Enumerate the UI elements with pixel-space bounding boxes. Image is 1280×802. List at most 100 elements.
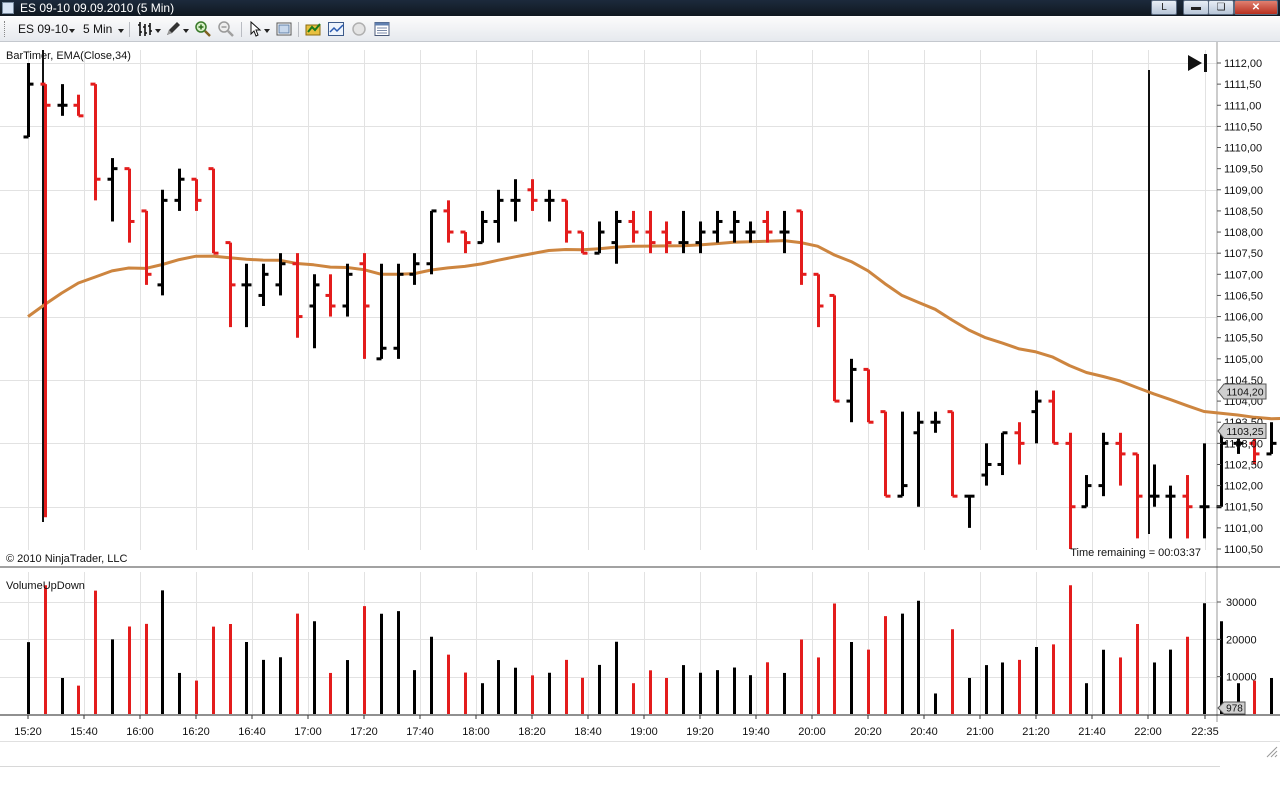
zoom-out-icon[interactable] (217, 20, 235, 38)
toolbar-grip[interactable] (4, 21, 8, 37)
time-tick-label: 19:00 (630, 726, 658, 738)
ohlc-bar (713, 211, 723, 243)
resize-grip-icon[interactable] (1266, 746, 1278, 758)
ohlc-bar (478, 211, 488, 243)
time-tick-label: 16:20 (182, 726, 210, 738)
ohlc-bar (696, 221, 706, 253)
ohlc-bar (461, 232, 471, 253)
ohlc-bar (965, 496, 975, 528)
price-grid (0, 50, 1217, 550)
volume-marker-value: 978 (1226, 704, 1243, 715)
ohlc-bar (192, 179, 202, 211)
ohlc-bar (1183, 475, 1193, 538)
ohlc-bar (1116, 433, 1126, 486)
ohlc-bar (746, 221, 756, 242)
pointer-icon[interactable] (247, 20, 265, 38)
ohlc-bar (1166, 486, 1176, 539)
ohlc-bar (410, 253, 420, 285)
time-tick-label: 19:20 (686, 726, 714, 738)
window-link-button[interactable]: L (1151, 0, 1177, 15)
price-tick-label: 1108,00 (1224, 227, 1263, 239)
ohlc-bar (881, 412, 891, 497)
volume-grid (0, 572, 1217, 714)
ema-marker-value: 1104,20 (1226, 387, 1263, 399)
ohlc-bar (91, 84, 101, 200)
time-tick-label: 19:40 (742, 726, 770, 738)
time-tick-label: 22:00 (1134, 726, 1162, 738)
price-tick-label: 1106,00 (1224, 312, 1263, 324)
pointer-dropdown-icon[interactable] (264, 29, 270, 33)
ohlc-bar (394, 264, 404, 359)
indicators-icon[interactable] (327, 20, 345, 38)
drawing-tool-dropdown-icon[interactable] (183, 29, 189, 33)
instrument-dropdown-icon[interactable] (69, 29, 75, 33)
ohlc-bar (730, 211, 740, 243)
ohlc-bar (898, 412, 908, 497)
price-tick-label: 1111,50 (1224, 79, 1261, 91)
price-bars (24, 63, 1280, 549)
instrument-selector[interactable]: ES 09-10 (18, 22, 68, 36)
ohlc-bar (1150, 464, 1160, 506)
drawing-tool-icon[interactable] (164, 20, 182, 38)
ohlc-bar (209, 169, 219, 254)
ohlc-bar (629, 211, 639, 243)
time-tick-label: 18:00 (462, 726, 490, 738)
ohlc-bar (528, 179, 538, 211)
ohlc-bar (814, 274, 824, 327)
toolbar-separator (241, 22, 242, 37)
price-tick-label: 1107,00 (1224, 269, 1263, 281)
volume-tick-label: 10000 (1226, 672, 1257, 684)
time-tick-label: 16:40 (238, 726, 266, 738)
time-tick-label: 17:00 (294, 726, 322, 738)
data-box-icon[interactable] (275, 20, 293, 38)
ohlc-bar (1267, 422, 1277, 454)
properties-icon[interactable] (373, 20, 391, 38)
price-tick-label: 1110,50 (1224, 121, 1262, 133)
ohlc-bar (612, 211, 622, 264)
close-icon: ✕ (1252, 2, 1260, 13)
ohlc-bar (1032, 391, 1042, 444)
ohlc-bar (343, 264, 353, 317)
ohlc-bar (1082, 475, 1092, 507)
ohlc-bar (662, 221, 672, 253)
ohlc-bar (763, 211, 773, 243)
ohlc-bar (864, 369, 874, 422)
strategies-icon[interactable] (350, 20, 368, 38)
time-tick-label: 15:20 (14, 726, 42, 738)
ohlc-bar (931, 412, 941, 433)
chart-toolbar: ES 09-10 5 Min (0, 17, 1280, 42)
instruments-icon[interactable] (304, 20, 322, 38)
window-title: ES 09-10 09.09.2010 (5 Min) (20, 1, 174, 15)
bar-style-icon[interactable] (136, 20, 154, 38)
zoom-in-icon[interactable] (194, 20, 212, 38)
ohlc-bar (797, 211, 807, 285)
ohlc-bar (562, 200, 572, 242)
price-tick-label: 1102,50 (1224, 459, 1263, 471)
minimize-button[interactable]: ▬ (1183, 0, 1209, 15)
ohlc-bar (830, 295, 840, 401)
ohlc-bar (847, 359, 857, 422)
app-icon (2, 2, 14, 14)
price-tick-label: 1108,50 (1224, 206, 1263, 218)
ohlc-bar (511, 179, 521, 221)
time-tick-label: 21:20 (1022, 726, 1050, 738)
copyright-text: © 2010 NinjaTrader, LLC (6, 553, 127, 565)
maximize-button[interactable]: ❏ (1208, 0, 1234, 15)
interval-selector[interactable]: 5 Min (83, 22, 112, 36)
chart-area[interactable]: 1112,001111,501111,001110,501110,001109,… (0, 42, 1280, 741)
price-tick-label: 1100,50 (1224, 544, 1263, 556)
scroll-to-end-button[interactable] (1188, 54, 1207, 72)
ohlc-bar (1200, 443, 1210, 538)
ohlc-bar (108, 158, 118, 221)
price-tick-label: 1109,00 (1224, 185, 1263, 197)
interval-dropdown-icon[interactable] (118, 29, 124, 33)
time-tick-label: 20:00 (798, 726, 826, 738)
last-price-marker: 1103,25 (1218, 424, 1266, 439)
price-tick-label: 1102,00 (1224, 481, 1263, 493)
volume-panel-label: VolumeUpDown (6, 580, 85, 592)
price-tick-label: 1105,00 (1224, 354, 1263, 366)
bar-style-dropdown-icon[interactable] (155, 29, 161, 33)
price-tick-label: 1106,50 (1224, 290, 1263, 302)
close-button[interactable]: ✕ (1234, 0, 1278, 15)
